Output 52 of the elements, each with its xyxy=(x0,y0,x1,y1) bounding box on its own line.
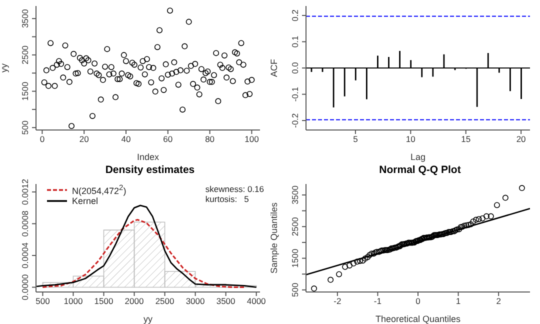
y-tick-label: -0.2 xyxy=(290,112,300,128)
x-tick-label: 40 xyxy=(121,134,131,144)
x-tick-label: 20 xyxy=(79,134,90,144)
y-tick-label: 3500 xyxy=(290,185,300,204)
y-tick-label: 0.0008 xyxy=(20,210,30,237)
x-tick-label: 60 xyxy=(163,134,173,144)
x-tick-label: 0 xyxy=(416,296,421,306)
x-tick-label: 5 xyxy=(353,134,358,144)
x-tick-label: 2500 xyxy=(155,296,175,306)
x-axis-title: Lag xyxy=(410,152,426,162)
y-tick-label: 3500 xyxy=(20,8,30,28)
x-tick-label: -1 xyxy=(374,296,382,306)
y-tick-label: 1500 xyxy=(20,82,30,101)
legend-label: Kernel xyxy=(72,196,98,206)
x-tick-label: 500 xyxy=(36,296,50,306)
x-tick-label: 2 xyxy=(496,296,502,306)
y-tick-label: 0.2 xyxy=(290,9,300,22)
y-tick-label: 2500 xyxy=(20,45,30,64)
x-tick-label: -2 xyxy=(334,296,342,306)
x-tick-label: 0 xyxy=(40,134,45,144)
x-tick-label: 15 xyxy=(461,134,471,144)
y-tick-label: 0.0 xyxy=(290,62,300,74)
y-tick-label: 0.1 xyxy=(290,36,300,48)
x-tick-label: 1500 xyxy=(94,296,114,306)
y-tick-label: 500 xyxy=(20,120,30,135)
x-tick-label: 100 xyxy=(244,134,260,144)
x-axis-title: yy xyxy=(144,314,153,324)
x-tick-label: 80 xyxy=(205,134,215,144)
annotation: skewness: 0.16 xyxy=(205,184,264,194)
legend-label: N(2054,472$^{2}$) xyxy=(72,183,126,196)
chart-title: Density estimates xyxy=(104,163,196,178)
x-axis-title: Index xyxy=(136,152,160,162)
y-tick-label: -0.1 xyxy=(290,86,300,102)
x-tick-label: 1000 xyxy=(64,296,83,306)
x-tick-label: 20 xyxy=(516,134,526,144)
x-tick-label: 1 xyxy=(456,296,461,306)
x-tick-label: 4000 xyxy=(246,296,266,306)
y-axis-title: yy xyxy=(0,63,10,72)
y-tick-label: 0.0012 xyxy=(20,178,30,205)
x-tick-label: 3500 xyxy=(216,296,236,306)
y-axis-title: ACF xyxy=(269,58,280,77)
y-tick-label: 0.0004 xyxy=(20,242,30,268)
annotation: kurtosis: 5 xyxy=(205,194,250,204)
x-tick-label: 3000 xyxy=(186,296,206,306)
y-tick-label: 1500 xyxy=(290,248,300,268)
chart-title: Normal Q-Q Plot xyxy=(378,163,462,178)
y-axis-title: Sample Quantiles xyxy=(269,202,280,274)
y-tick-label: 0.0000 xyxy=(20,274,30,300)
x-axis-title: Theoretical Quantiles xyxy=(375,314,462,324)
x-tick-label: 10 xyxy=(406,134,416,144)
y-tick-label: 2500 xyxy=(290,216,300,236)
x-tick-label: 2000 xyxy=(124,296,144,306)
